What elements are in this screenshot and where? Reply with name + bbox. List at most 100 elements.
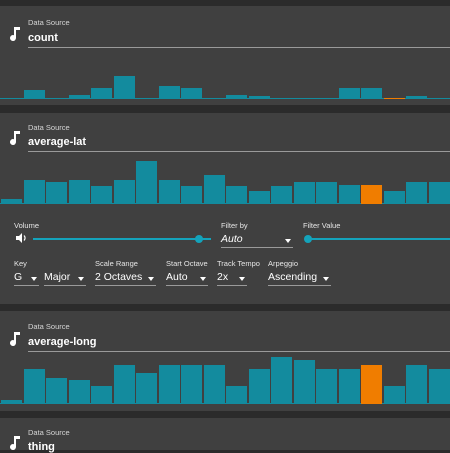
chevron-down-icon [78, 277, 84, 281]
filter-by-label: Filter by [221, 221, 248, 230]
chart-bar-current [361, 365, 382, 404]
chart-bar [271, 186, 292, 204]
start-octave-select[interactable]: Auto [166, 271, 208, 286]
sonification-chart [0, 160, 450, 204]
filter-value-label: Filter Value [303, 221, 341, 230]
track-panel-count: Data Source count [0, 6, 450, 105]
chart-bar [158, 86, 180, 99]
scale-range-select[interactable]: 2 Octaves [95, 271, 156, 286]
chevron-down-icon [239, 277, 245, 281]
sonification-chart [0, 66, 450, 99]
chart-baseline [0, 403, 450, 404]
chart-baseline [0, 203, 450, 204]
chart-bar [91, 88, 112, 99]
sonification-chart [0, 357, 450, 404]
chart-bar [158, 180, 180, 204]
filter-value-slider[interactable] [308, 238, 450, 240]
track-panel-average-lat: Data Source average-lat Volume Filter by… [0, 113, 450, 304]
track-tempo-value: 2x [217, 271, 229, 283]
chart-bar [46, 182, 67, 204]
chart-bar [158, 365, 180, 404]
chart-bar [338, 185, 360, 204]
volume-label: Volume [14, 221, 40, 230]
data-source-label: Data Source [28, 123, 70, 132]
chart-bar-current [383, 98, 405, 99]
track-tempo-label: Track Tempo [217, 259, 260, 268]
chart-bar [406, 365, 427, 404]
chart-bar-current [361, 185, 382, 204]
arpeggio-label: Arpeggio [268, 259, 299, 268]
arpeggio-value: Ascending [268, 271, 318, 283]
chevron-down-icon [285, 239, 291, 243]
chart-bar [383, 386, 405, 404]
chart-bar [136, 373, 157, 404]
chart-bar [113, 76, 135, 99]
chart-bar [383, 191, 405, 204]
scale-range-value: 2 Octaves [95, 271, 143, 283]
chart-bar [46, 378, 67, 404]
track-panel-average-long: Data Source average-long [0, 311, 450, 411]
chart-bar [338, 369, 360, 404]
arpeggio-select[interactable]: Ascending [268, 271, 331, 286]
chart-bar [406, 96, 427, 99]
chart-bar [181, 88, 202, 99]
chart-bar [361, 88, 382, 99]
data-source-select[interactable]: average-long [28, 336, 97, 348]
chart-bar [113, 365, 135, 404]
volume-slider[interactable] [33, 238, 211, 240]
chart-bar [181, 186, 202, 204]
track-tempo-select[interactable]: 2x [217, 271, 247, 286]
chart-bar [428, 369, 450, 404]
key-mode-value: Major [44, 271, 71, 283]
speaker-icon[interactable] [16, 233, 28, 243]
chart-bar [316, 369, 337, 404]
chart-bar [316, 182, 337, 204]
key-label: Key [14, 259, 27, 268]
filter-by-select[interactable]: Auto [221, 233, 293, 248]
scale-range-label: Scale Range [95, 259, 138, 268]
chevron-down-icon [323, 277, 329, 281]
chart-bar [181, 365, 202, 404]
data-source-label: Data Source [28, 428, 70, 437]
start-octave-label: Start Octave [166, 259, 208, 268]
chart-bar [316, 98, 337, 99]
music-note-icon [10, 436, 20, 451]
chart-bar [406, 182, 427, 204]
chart-bar [68, 180, 90, 204]
music-note-icon [10, 27, 20, 42]
chart-bar [226, 95, 247, 99]
chart-bar [23, 90, 45, 99]
chart-bar [113, 180, 135, 204]
chart-bar [1, 199, 22, 204]
chart-bar [271, 357, 292, 404]
chart-bar [293, 360, 315, 404]
chart-bar [203, 175, 225, 204]
chevron-down-icon [148, 277, 154, 281]
data-source-underline [28, 47, 450, 48]
key-note-select[interactable]: G [14, 271, 39, 286]
chart-bar [293, 182, 315, 204]
volume-slider-thumb[interactable] [194, 234, 203, 243]
data-source-label: Data Source [28, 322, 70, 331]
chart-bar [226, 186, 247, 204]
key-mode-select[interactable]: Major [44, 271, 86, 286]
start-octave-value: Auto [166, 271, 188, 283]
music-note-icon [10, 332, 20, 347]
track-panel-thing: Data Source thing [0, 418, 450, 453]
chart-bar [1, 400, 22, 404]
data-source-label: Data Source [28, 18, 70, 27]
data-source-select[interactable]: average-lat [28, 136, 87, 148]
music-note-icon [10, 131, 20, 146]
data-source-select[interactable]: count [28, 32, 58, 44]
key-note-value: G [14, 271, 23, 283]
chart-bar [248, 369, 270, 404]
filter-by-value: Auto [221, 233, 243, 245]
chart-bar [203, 365, 225, 404]
data-source-select[interactable]: thing [28, 441, 55, 453]
chart-bar [338, 88, 360, 99]
chevron-down-icon [200, 277, 206, 281]
chart-bar [293, 98, 315, 99]
chart-bar [136, 161, 157, 204]
chart-bar [23, 180, 45, 204]
data-source-underline [28, 151, 450, 152]
